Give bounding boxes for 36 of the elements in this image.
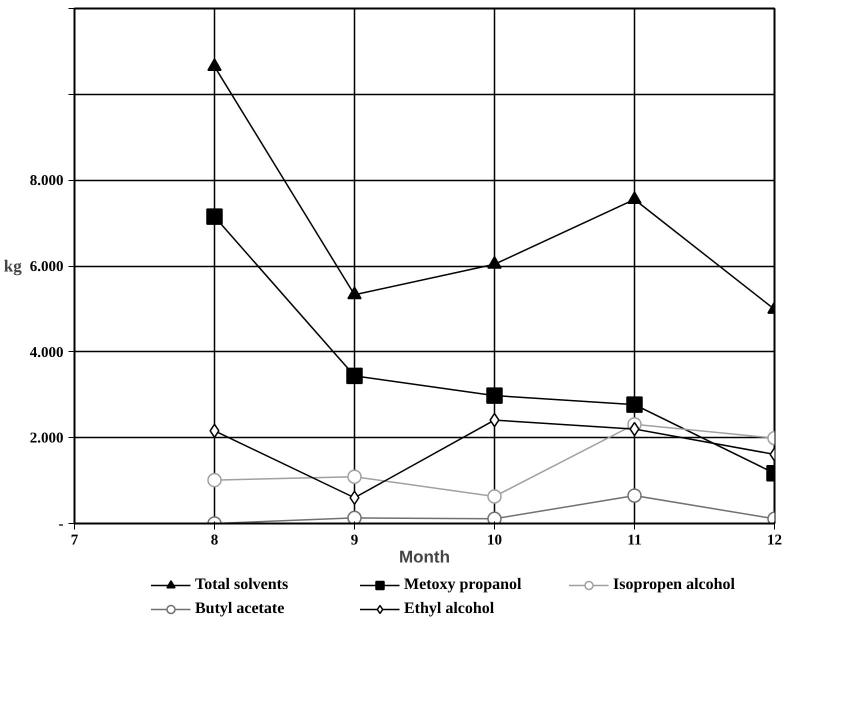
x-tick-label: 10 bbox=[487, 532, 502, 548]
point bbox=[207, 58, 222, 71]
point bbox=[346, 368, 363, 384]
point bbox=[206, 208, 223, 225]
y-tick-label: 8.000 bbox=[30, 173, 64, 190]
point bbox=[627, 488, 642, 503]
point bbox=[487, 256, 502, 269]
y-tick-label: 2.000 bbox=[30, 430, 64, 447]
legend-label: Metoxy propanol bbox=[404, 576, 522, 594]
point bbox=[626, 396, 643, 413]
legend-label: Isopropen alcohol bbox=[613, 576, 736, 594]
x-tick-label: 11 bbox=[627, 532, 642, 548]
y-tick-label: - bbox=[58, 516, 64, 532]
y-axis-title: kg bbox=[4, 256, 22, 276]
x-axis-title: Month bbox=[399, 548, 450, 566]
x-tick-label: 9 bbox=[350, 532, 358, 548]
point bbox=[347, 286, 362, 300]
x-tick-label: 7 bbox=[70, 532, 79, 548]
point bbox=[627, 191, 642, 204]
y-tick-label: 6.000 bbox=[30, 259, 64, 275]
point bbox=[347, 510, 362, 524]
x-tick-label: 12 bbox=[767, 532, 782, 548]
point bbox=[629, 422, 640, 436]
point bbox=[486, 387, 503, 404]
point bbox=[207, 472, 222, 488]
point bbox=[487, 512, 502, 524]
legend-label: Total solvents bbox=[195, 576, 290, 594]
point bbox=[349, 490, 360, 505]
legend-label: Ethyl alcohol bbox=[404, 600, 496, 618]
point bbox=[487, 489, 502, 504]
point bbox=[209, 424, 220, 438]
legend-label: Butyl acetate bbox=[195, 600, 286, 618]
y-tick-label: 4.000 bbox=[30, 344, 64, 361]
point bbox=[347, 469, 362, 484]
point bbox=[489, 412, 500, 428]
x-tick-label: 8 bbox=[210, 532, 218, 548]
